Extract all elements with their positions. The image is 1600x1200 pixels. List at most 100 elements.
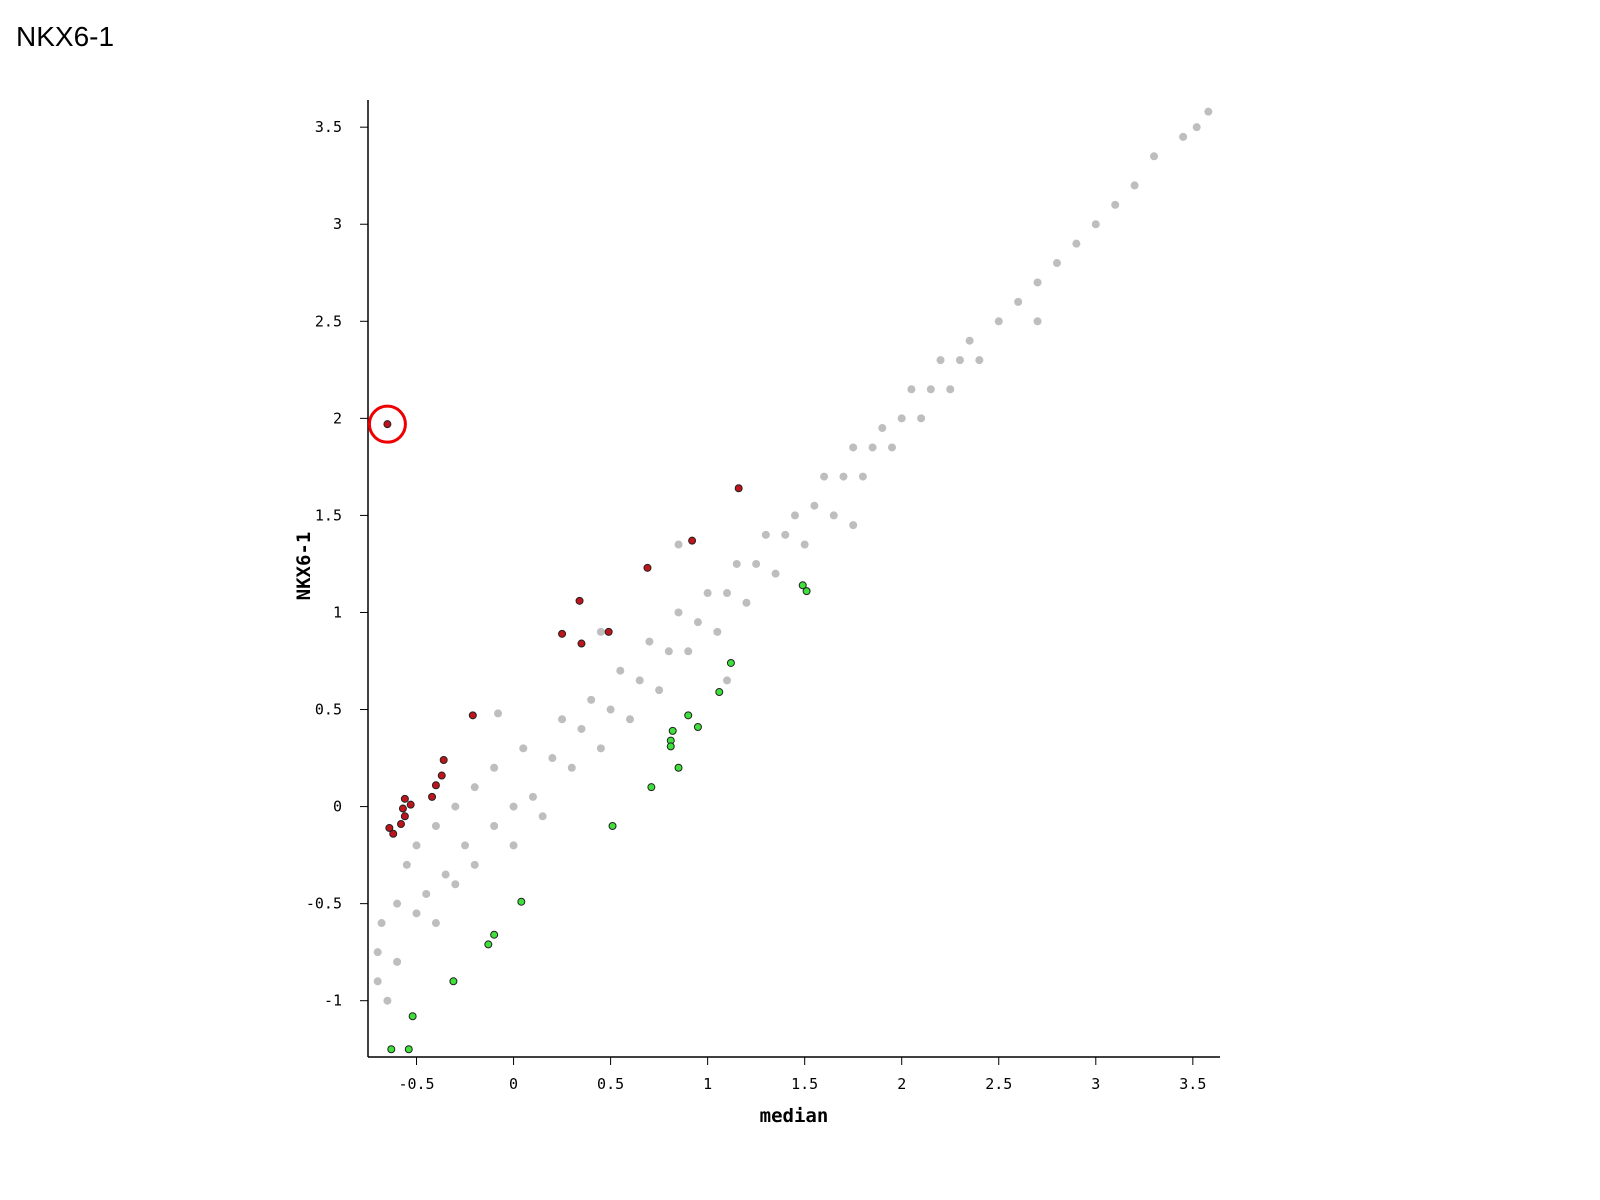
- x-tick-label: 0: [509, 1075, 518, 1093]
- gray-point: [1033, 317, 1042, 326]
- gray-point: [422, 889, 431, 898]
- highlighted-point: [439, 756, 448, 764]
- gray-point: [626, 715, 635, 724]
- highlighted-point: [608, 822, 617, 830]
- y-tick-label: 2: [333, 409, 342, 427]
- gray-point: [393, 899, 402, 908]
- highlighted-point: [400, 794, 409, 803]
- highlighted-point: [604, 627, 613, 636]
- x-axis-label: median: [760, 1105, 829, 1127]
- x-tick-label: 3.5: [1179, 1075, 1206, 1093]
- y-tick-label: 1: [333, 603, 342, 621]
- y-tick-label: 2.5: [315, 312, 342, 330]
- highlighted-point: [517, 897, 526, 906]
- gray-point: [461, 841, 470, 850]
- highlighted-point: [449, 977, 458, 986]
- gray-point: [451, 880, 460, 889]
- gray-point: [858, 472, 867, 481]
- gray-point: [509, 802, 518, 811]
- gray-point: [383, 996, 392, 1005]
- highlighted-point: [802, 587, 811, 596]
- highlighted-point: [647, 783, 656, 792]
- gray-point: [907, 385, 916, 394]
- gray-point: [868, 443, 877, 452]
- y-tick-label: -1: [324, 992, 342, 1010]
- highlighted-point: [406, 800, 415, 809]
- gray-point: [645, 637, 654, 646]
- gray-point: [616, 666, 625, 675]
- gray-point: [596, 744, 605, 753]
- highlighted-point: [693, 723, 702, 731]
- highlighted-point: [643, 563, 652, 572]
- gray-point: [587, 695, 596, 704]
- gray-point: [674, 540, 683, 549]
- gray-point: [723, 676, 732, 685]
- highlighted-point: [431, 781, 440, 790]
- gray-point: [596, 627, 605, 636]
- gray-point: [393, 957, 402, 966]
- gray-point: [567, 763, 576, 772]
- gray-point: [431, 822, 440, 830]
- gray-point: [635, 676, 644, 685]
- gray-point: [1179, 132, 1188, 141]
- gray-point: [713, 627, 722, 636]
- gray-point: [1192, 123, 1201, 132]
- highlighted-point: [385, 823, 394, 832]
- gray-point: [1130, 181, 1139, 190]
- gray-point: [490, 822, 499, 830]
- highlighted-point: [484, 940, 493, 949]
- highlight-circle: [367, 404, 407, 444]
- gray-point: [878, 424, 887, 433]
- highlighted-point: [387, 1045, 396, 1054]
- highlighted-point: [666, 742, 675, 751]
- highlighted-point: [389, 829, 398, 838]
- gray-point: [470, 860, 479, 869]
- gray-point: [946, 385, 955, 394]
- highlighted-point: [674, 763, 683, 772]
- gray-point: [771, 569, 780, 578]
- highlighted-point: [468, 711, 477, 720]
- gray-point: [781, 530, 790, 539]
- gray-point: [1150, 152, 1159, 161]
- highlighted-point: [577, 639, 586, 648]
- gray-point: [412, 909, 421, 918]
- x-tick-label: 2: [897, 1075, 906, 1093]
- y-tick-label: 0.5: [315, 701, 342, 719]
- gray-point: [936, 356, 945, 365]
- x-tick-label: 3: [1091, 1075, 1100, 1093]
- highlighted-point: [798, 581, 807, 590]
- highlighted-point: [715, 688, 724, 697]
- gray-point: [377, 919, 386, 928]
- y-tick-label: 3: [333, 215, 342, 233]
- gray-point: [664, 647, 673, 656]
- gray-point: [1204, 107, 1213, 116]
- gray-point: [829, 511, 838, 520]
- gray-point: [1091, 220, 1100, 229]
- gray-point: [761, 530, 770, 539]
- x-tick-label: 2.5: [985, 1075, 1012, 1093]
- gray-point: [800, 540, 809, 549]
- gray-point: [955, 356, 964, 365]
- gray-point: [373, 977, 382, 986]
- highlighted-point: [396, 820, 405, 829]
- gray-point: [723, 589, 732, 598]
- gray-point: [558, 715, 567, 724]
- gray-point: [888, 443, 897, 452]
- gray-point: [519, 744, 528, 753]
- gray-point: [470, 783, 479, 792]
- gray-point: [820, 472, 829, 481]
- highlighted-point: [437, 771, 446, 780]
- x-tick-label: -0.5: [398, 1075, 434, 1093]
- gray-point: [790, 511, 799, 520]
- highlighted-point: [404, 1045, 413, 1054]
- gray-point: [509, 841, 518, 850]
- gray-point: [965, 336, 974, 345]
- highlighted-point: [400, 812, 409, 821]
- gray-point: [1033, 278, 1042, 287]
- highlighted-point: [428, 792, 437, 801]
- gray-point: [431, 919, 440, 928]
- highlighted-point: [734, 484, 743, 493]
- gray-point: [849, 521, 858, 530]
